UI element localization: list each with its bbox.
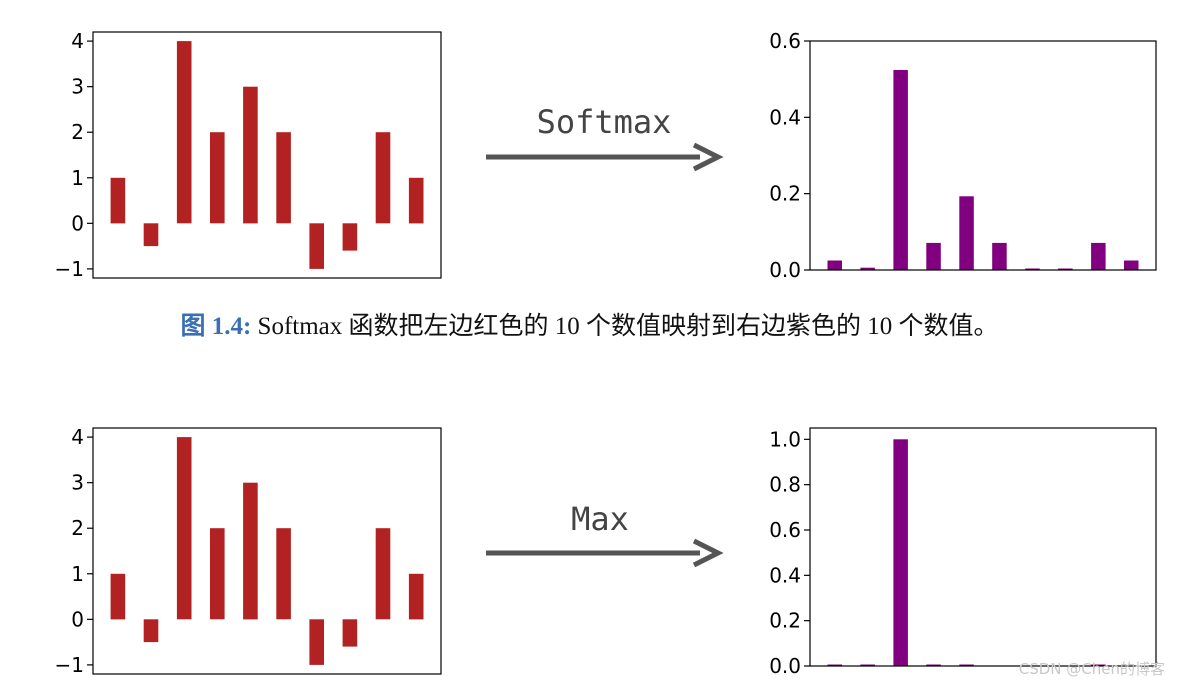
plot-frame [809, 427, 1157, 667]
bar [860, 267, 875, 270]
bar [276, 528, 291, 620]
bar [243, 86, 258, 224]
bar [992, 242, 1007, 270]
y-tick-label: −1 [55, 257, 84, 281]
bar [1091, 664, 1106, 666]
caption-text: Softmax 函数把左边红色的 10 个数值映射到右边紫色的 10 个数值。 [257, 313, 999, 340]
bar [342, 619, 358, 647]
y-tick-label: 0.2 [769, 609, 801, 633]
y-tick-label: 1.0 [769, 427, 801, 451]
bar [176, 41, 192, 224]
y-tick-label: 0.8 [769, 473, 801, 497]
y-tick-label: 4 [71, 29, 84, 53]
y-tick-label: 0.6 [769, 29, 801, 53]
bar [143, 619, 159, 643]
bar [893, 439, 908, 666]
bar [1058, 268, 1073, 270]
bar [1025, 268, 1040, 270]
bar [309, 619, 324, 665]
plot-frame [92, 31, 442, 279]
softmax-label: Softmax [537, 103, 672, 141]
bar [959, 196, 974, 270]
bar [959, 664, 974, 666]
y-tick-label: 4 [71, 425, 84, 449]
bar [210, 132, 225, 224]
y-tick-label: 0.4 [769, 563, 801, 587]
max-arrow [486, 538, 724, 568]
bar [243, 482, 258, 620]
y-tick-label: 0.0 [769, 258, 801, 282]
bar [276, 132, 291, 224]
bar [408, 573, 424, 620]
bar [342, 223, 358, 251]
y-tick-label: 0 [71, 211, 84, 235]
y-tick-label: 2 [71, 516, 84, 540]
y-tick-label: 0.0 [769, 654, 801, 678]
bar [827, 260, 842, 270]
bar [926, 242, 941, 270]
softmax-output-chart: 0.0 0.2 0.4 0.6 [769, 29, 1157, 282]
bar [1124, 260, 1139, 270]
bar [210, 528, 225, 620]
bar [375, 132, 391, 224]
max-label: Max [571, 500, 629, 538]
bar [408, 177, 424, 224]
softmax-arrow [486, 142, 724, 172]
bar [143, 223, 159, 247]
y-tick-label: 0.4 [769, 105, 801, 129]
bar [110, 177, 126, 224]
caption-label: 图 1.4: [180, 313, 252, 340]
y-tick-label: 0.2 [769, 182, 801, 206]
bar [860, 664, 875, 666]
watermark: CSDN @Chen的博客 [1018, 660, 1165, 678]
bar [827, 664, 842, 666]
plot-frame [92, 427, 442, 675]
bar [110, 573, 126, 620]
bar [375, 528, 391, 620]
y-tick-label: 1 [71, 562, 84, 586]
bar [1091, 242, 1106, 270]
bar [309, 223, 324, 269]
y-tick-label: 3 [71, 471, 84, 495]
y-tick-label: −1 [55, 653, 84, 677]
y-tick-label: 3 [71, 75, 84, 99]
figure-caption: 图 1.4: Softmax 函数把左边红色的 10 个数值映射到右边紫色的 1… [0, 306, 1179, 342]
y-tick-label: 2 [71, 120, 84, 144]
y-tick-label: 1 [71, 166, 84, 190]
input-chart-bottom: −1 0 1 2 3 4 [55, 425, 442, 677]
max-output-chart: 0.0 0.2 0.4 0.6 0.8 1.0 [769, 427, 1157, 678]
y-tick-label: 0 [71, 607, 84, 631]
input-chart-top: −1 0 1 2 3 4 [55, 29, 442, 281]
bar [176, 437, 192, 620]
y-tick-label: 0.6 [769, 518, 801, 542]
bar [893, 70, 908, 270]
plot-frame [809, 40, 1157, 271]
bar [926, 664, 941, 666]
